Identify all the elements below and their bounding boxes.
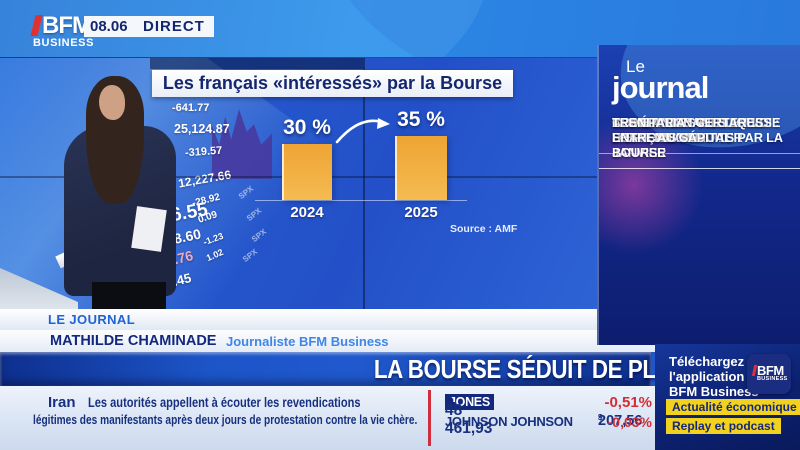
- bar-category-label: 2024: [290, 204, 324, 221]
- show-kicker-strip: LE JOURNAL: [0, 309, 655, 330]
- headline-banner: LA BOURSE SÉDUIT DE PLUS EN PLUS D'ÉPARG…: [0, 352, 800, 386]
- promo-text: Téléchargez: [669, 354, 745, 369]
- ticker-topic: Iran: [48, 394, 76, 411]
- headlines-sidebar: Le journal APPRENTISSAGE : EN VOIE D'EFF…: [597, 45, 800, 345]
- paper-sheet: [131, 206, 167, 252]
- presenter-strip: MATHILDE CHAMINADE Journaliste BFM Busin…: [0, 330, 655, 352]
- chart-source: Source : AMF: [450, 223, 518, 235]
- quote-change: -0,03%: [607, 414, 652, 430]
- lock-icon: [445, 396, 455, 408]
- quote-change: -0,51%: [604, 394, 652, 411]
- bar-value-label: 30 %: [283, 116, 331, 139]
- presenter-title: Journaliste BFM Business: [226, 334, 389, 349]
- quote-unit: pts: [445, 402, 457, 411]
- headline-item: APPRENTISSAGE : EN VOIE D'EFFRITEMENT: [599, 109, 800, 154]
- presenter: [50, 70, 195, 318]
- wall-dark-strip: [150, 58, 363, 69]
- app-icon-main-text: BFM: [757, 363, 784, 378]
- show-kicker: LE JOURNAL: [48, 312, 136, 327]
- presenter-face: [99, 85, 125, 120]
- promo-tag: Replay et podcast: [666, 418, 781, 434]
- chart-baseline: [255, 200, 467, 201]
- bar-2024: [282, 144, 332, 200]
- app-icon-sub-text: BUSINESS: [757, 376, 788, 382]
- bfm-business-logo: BFM BUSINESS: [30, 12, 123, 52]
- bar-2025: [395, 136, 447, 200]
- swoosh-shape: [599, 115, 704, 255]
- logo-main-text: BFM: [42, 12, 92, 39]
- ticker-divider: [428, 390, 431, 446]
- le-journal-logo: Le: [626, 57, 645, 76]
- clock: 08.06: [84, 16, 134, 37]
- app-promo-panel: Téléchargez l'application BFM Business B…: [655, 344, 800, 450]
- ticker-text: Les autorités appellent à écouter les re…: [88, 395, 361, 410]
- wall-ticker-number: 25,124.87: [174, 122, 230, 136]
- logo-sub-text: BUSINESS: [33, 37, 95, 49]
- promo-tag: Actualité économique: [666, 399, 800, 415]
- bar-value-label: 35 %: [397, 108, 445, 131]
- bfm-business-app-icon: BFM BUSINESS: [747, 354, 791, 394]
- headline-item: TRENITALIA : CERTARES ENTRE AU CAPITAL: [612, 115, 764, 145]
- increase-arrow-icon: [335, 118, 390, 144]
- headline-item: LES ÉPARGNANTS FRANÇAIS SÉDUITS PAR LA B…: [599, 109, 800, 169]
- promo-text: BFM Business: [669, 384, 759, 399]
- chart-title: Les français «intéressés» par la Bourse: [152, 70, 513, 97]
- ticker-text: légitimes des manifestants après deux jo…: [33, 412, 418, 427]
- quote-name-boxed: JONES: [445, 394, 494, 410]
- logo-red-accent: [30, 15, 43, 36]
- promo-text: l'application: [669, 369, 745, 384]
- presenter-name: MATHILDE CHAMINADE: [50, 333, 217, 349]
- wall-ticker-number: -641.77: [172, 102, 210, 114]
- headline-item: COMMANDES PUBLIQUES : SUSPENSION AU 1ER …: [599, 109, 800, 169]
- wall-panel-bezel: [363, 58, 365, 312]
- quote-name: JOHNSON JOHNSON: [445, 414, 573, 429]
- quote-unit: $: [598, 413, 603, 422]
- bar-category-label: 2025: [404, 204, 438, 221]
- le-journal-logo: journal: [612, 70, 709, 105]
- live-badge: DIRECT: [134, 16, 214, 37]
